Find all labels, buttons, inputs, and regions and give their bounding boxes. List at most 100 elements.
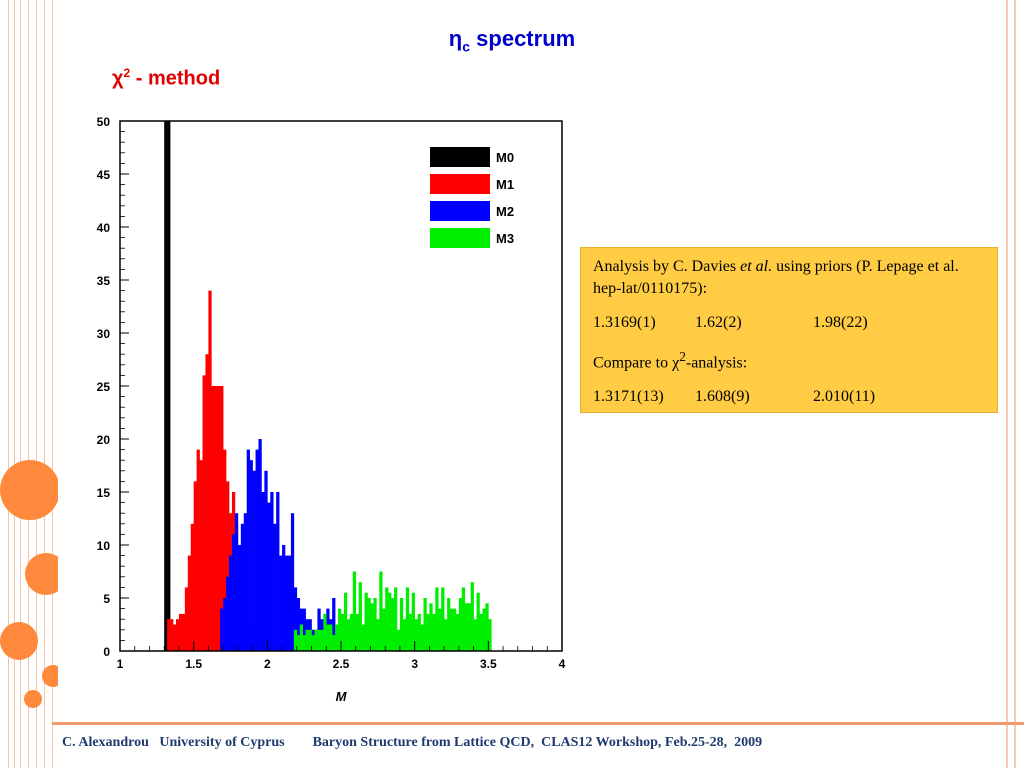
bar-m3	[299, 624, 303, 651]
bar-m3	[349, 613, 354, 651]
bar-m2	[252, 470, 256, 651]
bar-m2	[264, 470, 268, 651]
bar-m3	[411, 592, 415, 651]
y-tick-label: 45	[97, 168, 111, 182]
decor-circle	[0, 622, 38, 660]
bar-m3	[329, 624, 333, 651]
title-text: spectrum	[476, 26, 576, 51]
decor-stripe	[52, 0, 53, 768]
bar-m3	[314, 629, 318, 651]
decor-stripe	[28, 0, 29, 768]
bar-m3	[343, 592, 348, 651]
bar-m1	[193, 481, 197, 651]
bar-m3	[335, 624, 339, 651]
legend-swatch-m3	[430, 228, 490, 248]
bar-m3	[476, 592, 480, 651]
compare-pre: Compare to χ	[593, 354, 680, 372]
bar-m1	[202, 375, 206, 651]
bar-m2	[285, 555, 289, 651]
bar-m3	[370, 603, 374, 651]
x-tick-label: 1.5	[185, 657, 202, 671]
decor-stripe-right	[1006, 0, 1008, 768]
x-tick-label: 3	[411, 657, 418, 671]
y-tick-label: 15	[97, 486, 111, 500]
bar-m3	[423, 598, 427, 651]
bar-m1	[178, 613, 183, 651]
bar-m1	[211, 386, 215, 651]
bar-m3	[435, 587, 439, 651]
bar-m2	[220, 608, 224, 651]
prior-value-2: 1.62(2)	[695, 314, 742, 331]
bar-m2	[302, 608, 306, 651]
bar-m3	[293, 629, 298, 651]
bar-m2	[223, 598, 227, 651]
x-tick-label: 3.5	[480, 657, 497, 671]
bar-m3	[394, 587, 398, 651]
bar-m2	[273, 523, 277, 651]
bar-m1	[205, 354, 209, 651]
bar-m3	[414, 619, 418, 651]
bar-m0	[164, 121, 168, 651]
bar-m3	[388, 592, 392, 651]
decor-stripe	[36, 0, 37, 768]
bar-m2	[293, 587, 298, 651]
bar-m2	[258, 439, 262, 651]
bar-m3	[352, 571, 357, 651]
legend-label-m0: M0	[496, 150, 514, 165]
histogram-chart: 0 5 10 15 20 25 30 35 40 45 50 1 1.5 2 2.5 3 3.5 4 M M0 M1 M2…	[97, 115, 566, 704]
plot-frame	[119, 120, 563, 652]
bar-m2	[229, 555, 233, 651]
subtitle-superscript: 2	[123, 66, 131, 80]
infobox-row-priors: 1.3169(1) 1.62(2) 1.98(22)	[593, 312, 985, 334]
bar-m2	[296, 598, 301, 651]
y-tick-label: 40	[97, 221, 111, 235]
bar-m2	[243, 513, 248, 651]
bar-m1	[223, 449, 227, 651]
bar-m3	[373, 598, 377, 651]
decor-stripe-right	[1014, 0, 1016, 768]
slide-title: ηc spectrum	[0, 26, 1024, 54]
bar-m1	[181, 613, 186, 651]
legend-swatch-m0	[430, 147, 490, 167]
chi2-value-2: 1.608(9)	[695, 388, 750, 406]
compare-post: -analysis:	[685, 354, 748, 372]
title-symbol: η	[448, 26, 463, 51]
x-tick-label: 1	[117, 657, 124, 671]
bar-m3	[367, 598, 371, 651]
legend-swatch-m2	[430, 201, 490, 221]
bar-m2	[279, 555, 283, 651]
bar-m3	[455, 613, 460, 651]
bar-m3	[399, 598, 404, 651]
legend-label-m1: M1	[496, 177, 514, 192]
legend-swatch-m1	[430, 174, 490, 194]
bar-m3	[444, 619, 448, 651]
y-tick-label: 20	[97, 433, 111, 447]
bar-m3	[382, 608, 386, 651]
chi2-value-1: 1.3171(13)	[593, 388, 664, 406]
infobox-compare: Compare to χ2-analysis:	[593, 346, 985, 374]
bar-m1	[208, 290, 212, 651]
bar-m3	[452, 608, 457, 651]
bar-m2	[270, 492, 274, 651]
bar-m1	[226, 481, 230, 651]
infobox-intro-text: Analysis by C. Davies	[593, 258, 741, 275]
legend-label-m3: M3	[496, 231, 514, 246]
bar-m3	[479, 613, 483, 651]
bar-m3	[346, 619, 351, 651]
bar-m3	[317, 629, 321, 651]
bar-m3	[426, 613, 430, 651]
subtitle-symbol: χ	[112, 67, 124, 90]
x-axis-label: M	[336, 689, 348, 704]
bar-m3	[338, 608, 342, 651]
bar-m3	[432, 613, 436, 651]
bar-m3	[461, 587, 466, 651]
bar-m1	[217, 386, 221, 651]
bar-m1	[220, 386, 224, 651]
bar-m3	[305, 629, 309, 651]
bar-m1	[199, 460, 203, 651]
legend-label-m2: M2	[496, 204, 514, 219]
bar-m3	[417, 613, 421, 651]
infobox-intro: Analysis by C. Davies et al. using prior…	[593, 256, 985, 300]
footer-divider	[52, 722, 1024, 725]
bar-m3	[326, 624, 330, 651]
